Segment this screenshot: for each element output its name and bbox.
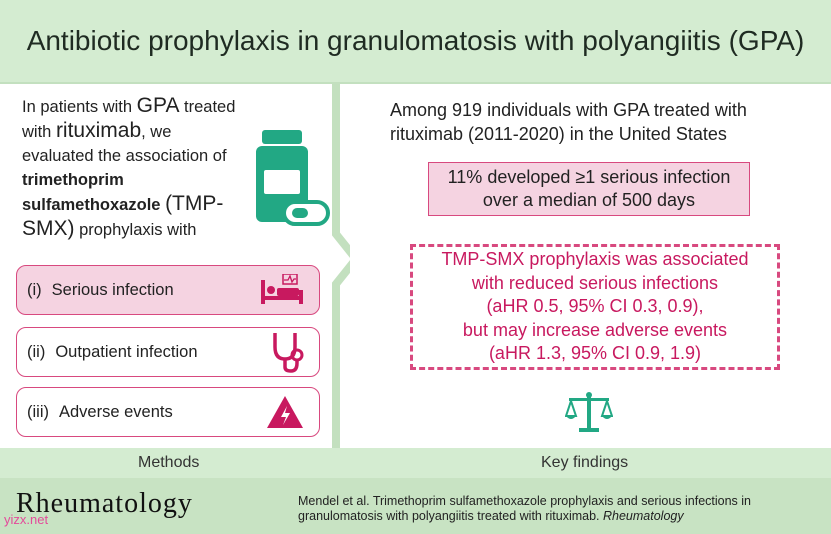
hospital-bed-icon — [261, 274, 303, 304]
watermark: yizx.net — [4, 512, 49, 527]
infection-rate-box: 11% developed ≥1 serious infection over … — [428, 162, 750, 216]
drug-abbr: (TMP-SMX) — [22, 192, 224, 240]
outcome-adverse-events: (iii) Adverse events — [16, 387, 320, 437]
methods-panel: In patients with GPA treated with rituxi… — [0, 84, 340, 448]
rituximab-term: rituximab — [55, 119, 142, 142]
outcome-outpatient-infection: (ii) Outpatient infection — [16, 327, 320, 377]
methods-label: Methods — [138, 454, 200, 471]
stethoscope-icon — [273, 333, 304, 373]
findings-panel: Among 919 individuals with GPA treated w… — [350, 84, 831, 448]
gpa-term: GPA — [136, 94, 180, 117]
journal-logo: Rheumatology — [16, 488, 193, 519]
citation: Mendel et al. Trimethoprim sulfamethoxaz… — [298, 494, 752, 523]
medicine-bottle-icon — [256, 130, 330, 226]
scales-icon — [565, 392, 613, 432]
key-findings-label: Key findings — [541, 454, 629, 471]
outcome-serious-infection: (i) Serious infection — [16, 265, 320, 315]
methods-intro: In patients with GPA treated with rituxi… — [22, 94, 236, 240]
warning-icon — [267, 396, 303, 428]
page-title: Antibiotic prophylaxis in granulomatosis… — [0, 0, 831, 84]
footer: Rheumatology Mendel et al. Trimethoprim … — [0, 478, 831, 534]
association-box: TMP-SMX prophylaxis was associated with … — [410, 244, 780, 370]
drug-term: trimethoprim sulfamethoxazole — [22, 171, 161, 214]
section-labels: Methods Key findings — [0, 448, 831, 478]
findings-intro: Among 919 individuals with GPA treated w… — [390, 100, 747, 144]
